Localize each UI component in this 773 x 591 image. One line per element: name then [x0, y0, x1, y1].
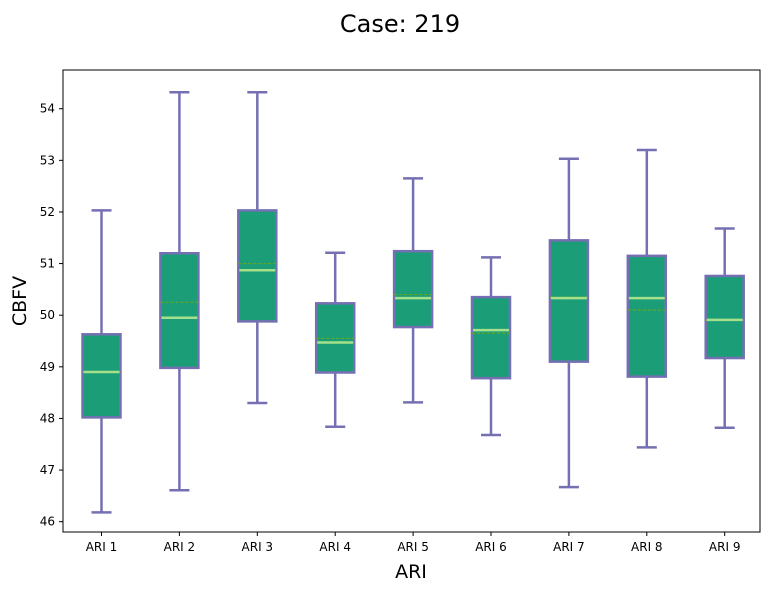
y-tick-label: 49: [40, 360, 55, 374]
box-9: [704, 227, 745, 429]
box-iqr: [704, 274, 745, 360]
x-tick-label: ARI 9: [709, 540, 741, 554]
chart-title: Case: 219: [340, 10, 460, 38]
x-tick-label: ARI 7: [553, 540, 585, 554]
y-tick-label: 48: [40, 411, 55, 425]
box-iqr: [392, 249, 434, 329]
boxes-layer: [81, 90, 745, 514]
y-tick-label: 51: [40, 257, 55, 271]
y-tick-label: 54: [40, 102, 55, 116]
y-tick-label: 53: [40, 153, 55, 167]
box-7: [548, 157, 590, 489]
x-tick-label: ARI 4: [319, 540, 351, 554]
x-tick-label: ARI 6: [475, 540, 507, 554]
plot-frame: [62, 69, 761, 533]
box-8: [626, 148, 668, 449]
x-tick-label: ARI 3: [242, 540, 274, 554]
x-tick-label: ARI 8: [631, 540, 663, 554]
box-iqr: [548, 239, 590, 363]
y-axis: 46 47 48 49 50 51 52 53 54: [40, 102, 63, 529]
box-iqr: [237, 209, 278, 323]
x-axis: ARI 1 ARI 2 ARI 3 ARI 4 ARI 5 ARI 6 ARI 7 ARI 8…: [86, 532, 741, 554]
box-iqr: [626, 254, 668, 378]
box-3: [237, 90, 278, 405]
box-2: [159, 90, 200, 492]
y-tick-label: 47: [40, 463, 55, 477]
box-iqr: [470, 295, 512, 380]
x-tick-label: ARI 1: [86, 540, 118, 554]
box-iqr: [159, 252, 200, 370]
x-tick-label: ARI 5: [397, 540, 429, 554]
x-tick-label: ARI 2: [164, 540, 196, 554]
box-5: [392, 177, 434, 404]
box-iqr: [81, 333, 122, 419]
box-1: [81, 209, 122, 514]
box-6: [470, 256, 512, 437]
y-tick-label: 52: [40, 205, 55, 219]
y-tick-label: 46: [40, 515, 55, 529]
y-axis-label: CBFV: [9, 276, 31, 326]
x-axis-label: ARI: [395, 561, 427, 583]
y-tick-label: 50: [40, 308, 55, 322]
box-4: [314, 251, 356, 428]
